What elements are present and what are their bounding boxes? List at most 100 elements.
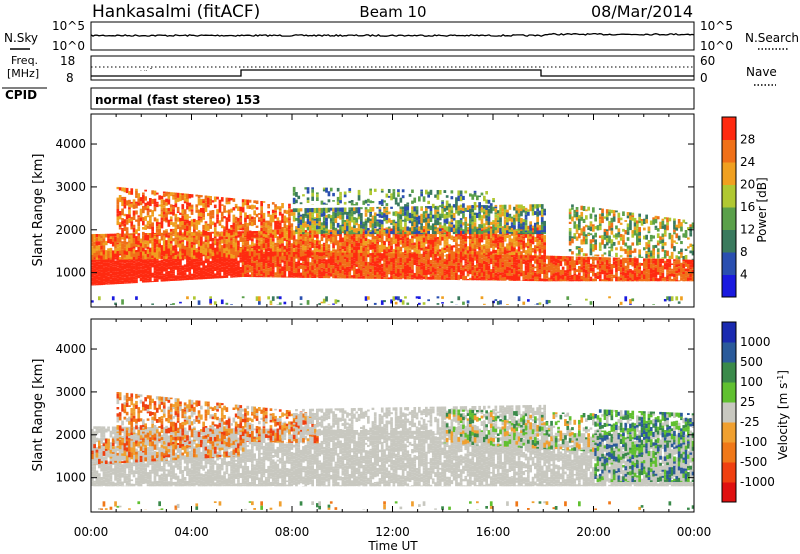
heatmap-cell bbox=[346, 211, 349, 216]
heatmap-cell bbox=[144, 277, 147, 281]
heatmap-cell bbox=[373, 236, 377, 240]
heatmap-cell bbox=[200, 253, 203, 255]
heatmap-cell bbox=[262, 236, 266, 240]
heatmap-cell bbox=[139, 252, 143, 257]
heatmap-cell bbox=[176, 237, 180, 241]
heatmap-cell bbox=[316, 225, 319, 230]
heatmap-cell bbox=[149, 198, 152, 203]
heatmap-cell bbox=[151, 222, 154, 227]
heatmap-cell bbox=[348, 244, 352, 248]
heatmap-cell bbox=[510, 242, 514, 247]
heatmap-cell bbox=[594, 272, 597, 277]
heatmap-cell bbox=[478, 267, 481, 270]
heatmap-cell bbox=[227, 273, 231, 276]
heatmap-cell bbox=[448, 249, 451, 253]
heatmap-cell bbox=[455, 262, 458, 266]
heatmap-cell bbox=[230, 225, 233, 228]
heatmap-cell bbox=[478, 242, 481, 247]
heatmap-cell bbox=[230, 236, 233, 239]
heatmap-cell bbox=[190, 257, 194, 259]
heatmap-cell bbox=[357, 273, 361, 277]
heatmap-cell bbox=[364, 230, 368, 235]
heatmap-cell bbox=[487, 263, 491, 266]
heatmap-cell bbox=[422, 227, 426, 233]
heatmap-cell bbox=[364, 253, 368, 258]
heatmap-cell bbox=[434, 254, 437, 258]
heatmap-cell bbox=[617, 257, 621, 260]
heatmap-cell bbox=[320, 233, 324, 237]
heatmap-cell bbox=[320, 246, 324, 251]
heatmap-cell bbox=[225, 225, 229, 231]
heatmap-cell bbox=[288, 206, 291, 209]
heatmap-cell bbox=[302, 259, 305, 262]
heatmap-cell bbox=[427, 249, 430, 252]
heatmap-cell bbox=[172, 265, 175, 270]
heatmap-cell bbox=[121, 229, 124, 234]
heatmap-cell bbox=[450, 245, 454, 251]
heatmap-cell bbox=[299, 229, 303, 233]
heatmap-cell bbox=[216, 209, 219, 215]
heatmap-cell bbox=[309, 234, 312, 238]
heatmap-cell bbox=[494, 260, 498, 263]
heatmap-cell bbox=[540, 217, 544, 222]
heatmap-cell bbox=[636, 261, 639, 264]
heatmap-cell bbox=[160, 203, 164, 208]
heatmap-cell bbox=[466, 254, 470, 260]
heatmap-cell bbox=[666, 262, 669, 266]
heatmap-cell bbox=[135, 270, 138, 274]
heatmap-cell bbox=[306, 197, 310, 201]
heatmap-cell bbox=[213, 196, 217, 202]
heatmap-cell bbox=[466, 246, 470, 251]
heatmap-cell bbox=[313, 259, 317, 264]
heatmap-cell bbox=[489, 251, 493, 255]
heatmap-cell bbox=[98, 236, 101, 242]
heatmap-cell bbox=[176, 240, 180, 245]
heatmap-cell bbox=[118, 262, 122, 264]
heatmap-cell bbox=[165, 210, 168, 213]
heatmap-cell bbox=[285, 257, 289, 261]
heatmap-cell bbox=[220, 252, 224, 257]
heatmap-cell bbox=[529, 230, 532, 235]
heatmap-cell bbox=[438, 213, 442, 217]
heatmap-cell bbox=[137, 245, 141, 247]
heatmap-cell bbox=[179, 193, 182, 196]
heatmap-cell bbox=[343, 230, 347, 234]
heatmap-cell bbox=[443, 223, 447, 226]
heatmap-cell bbox=[142, 208, 145, 214]
heatmap-cell bbox=[566, 257, 570, 261]
heatmap-cell bbox=[441, 234, 444, 237]
heatmap-cell bbox=[327, 199, 331, 203]
heatmap-cell bbox=[531, 275, 535, 279]
heatmap-cell bbox=[455, 236, 458, 243]
heatmap-cell bbox=[125, 282, 129, 284]
heatmap-cell bbox=[146, 246, 150, 250]
heatmap-cell bbox=[153, 198, 157, 201]
heatmap-cell bbox=[225, 269, 229, 273]
heatmap-cell bbox=[325, 233, 328, 234]
heatmap-cell bbox=[260, 221, 263, 226]
heatmap-cell bbox=[160, 259, 164, 264]
heatmap-cell bbox=[411, 231, 414, 235]
heatmap-cell bbox=[522, 245, 526, 249]
heatmap-cell bbox=[687, 259, 690, 264]
heatmap-cell bbox=[464, 223, 468, 229]
heatmap-cell bbox=[332, 216, 335, 222]
heatmap-cell bbox=[132, 238, 136, 243]
heatmap-cell bbox=[137, 261, 141, 267]
heatmap-cell bbox=[169, 241, 173, 244]
heatmap-cell bbox=[462, 265, 465, 268]
heatmap-cell bbox=[371, 274, 375, 279]
heatmap-cell bbox=[513, 247, 516, 252]
heatmap-cell bbox=[295, 248, 298, 254]
heatmap-cell bbox=[223, 231, 226, 236]
heatmap-cell bbox=[373, 246, 377, 250]
heatmap-cell bbox=[264, 270, 268, 276]
heatmap-cell bbox=[552, 273, 556, 278]
heatmap-cell bbox=[404, 222, 407, 227]
heatmap-cell bbox=[483, 246, 486, 250]
heatmap-cell bbox=[158, 255, 161, 258]
heatmap-cell bbox=[316, 260, 319, 264]
heatmap-cell bbox=[401, 277, 405, 279]
heatmap-cell bbox=[267, 242, 270, 248]
heatmap-cell bbox=[380, 233, 384, 240]
